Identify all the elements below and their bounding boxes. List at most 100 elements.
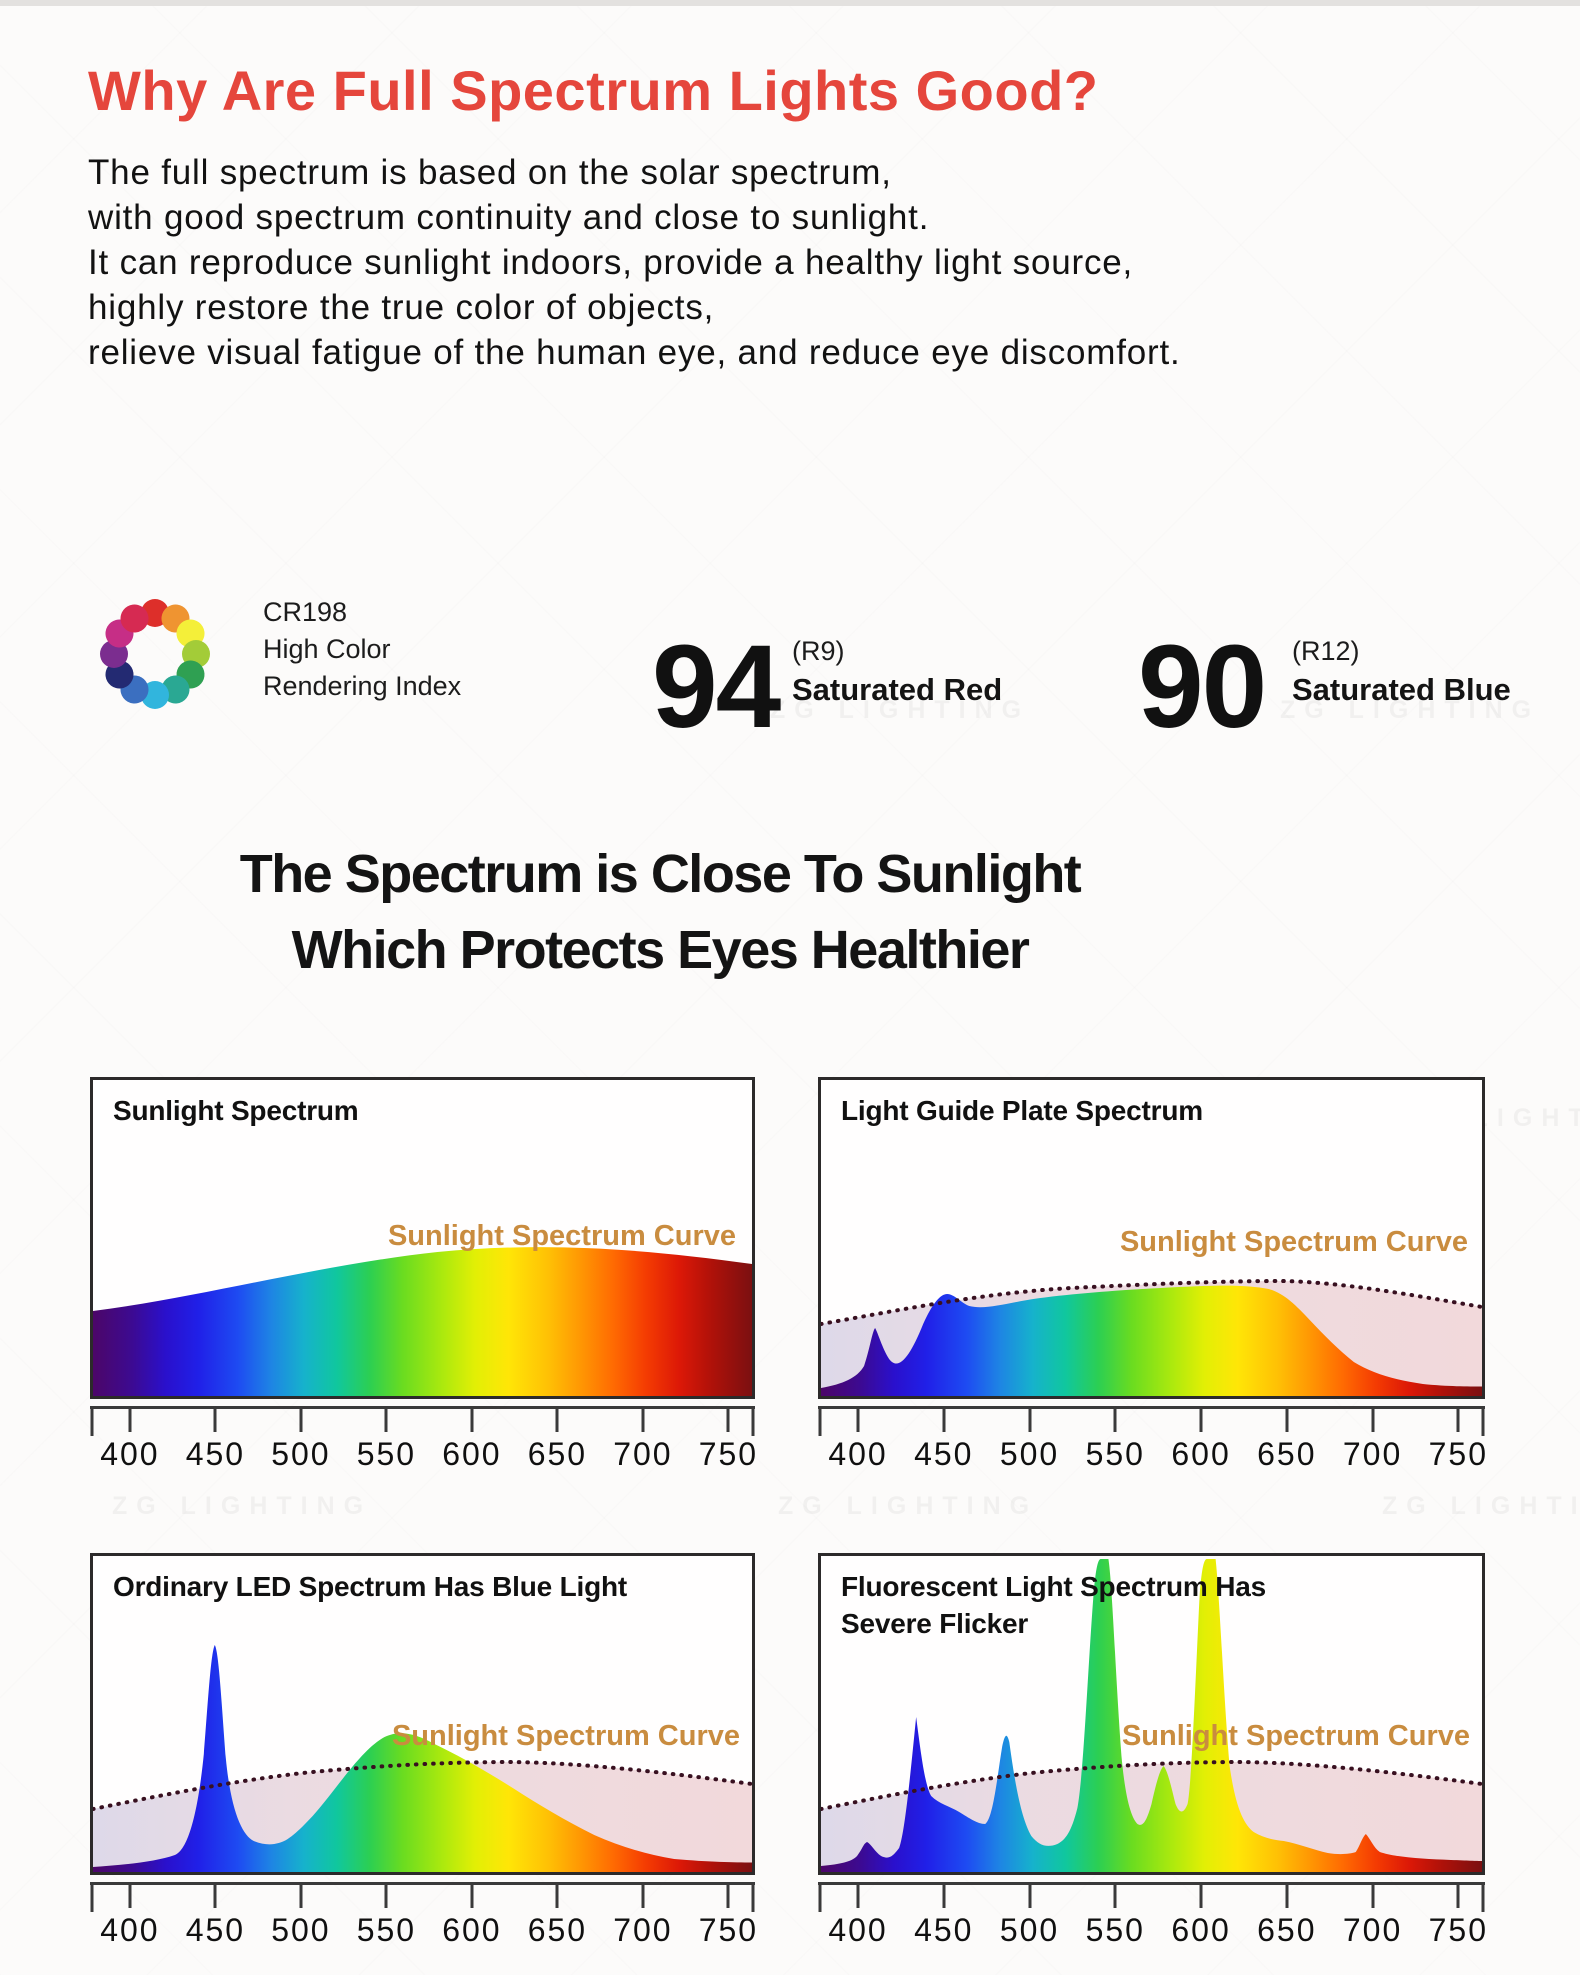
cri-caption-line: High Color bbox=[263, 634, 391, 664]
axis-tick-label: 550 bbox=[356, 1436, 417, 1472]
sunlight-spectrum-plot bbox=[93, 1247, 752, 1396]
axis-tick-label: 500 bbox=[271, 1912, 331, 1948]
chart-title: Sunlight Spectrum bbox=[113, 1095, 359, 1126]
axis-tick bbox=[470, 1409, 474, 1432]
axis-tick-label: 650 bbox=[527, 1912, 588, 1948]
ordinary-led-plot bbox=[93, 1645, 752, 1872]
axis-tick-label: 400 bbox=[100, 1912, 160, 1948]
axis-tick-label: 550 bbox=[1085, 1436, 1145, 1472]
cri-caption-line: Rendering Index bbox=[263, 671, 462, 701]
axis-tick-label: 600 bbox=[1171, 1436, 1231, 1472]
color-rendering-ring-icon bbox=[99, 598, 211, 710]
axis-tick bbox=[751, 1885, 755, 1912]
axis-tick-label: 650 bbox=[527, 1436, 588, 1472]
axis-tick bbox=[384, 1409, 388, 1432]
section-heading-line2: Which Protects Eyes Healthier bbox=[291, 920, 1030, 980]
axis-tick bbox=[818, 1885, 822, 1912]
axis-tick-label: 700 bbox=[1342, 1436, 1403, 1472]
intro-line: relieve visual fatigue of the human eye,… bbox=[88, 333, 1181, 372]
chart-title: Fluorescent Light Spectrum Has Severe Fl… bbox=[841, 1571, 1266, 1639]
axis-tick-label: 450 bbox=[914, 1436, 974, 1472]
axis-tick-label: 500 bbox=[999, 1912, 1060, 1948]
axis-tick-label: 400 bbox=[828, 1436, 888, 1472]
watermark-text: ZG LIGHTING bbox=[1280, 696, 1541, 724]
axis-tick-label: 750 bbox=[1428, 1436, 1489, 1472]
cri-code: CR198 bbox=[263, 597, 348, 627]
section-heading-line1: The Spectrum is Close To Sunlight bbox=[239, 844, 1082, 904]
axis-tick bbox=[299, 1885, 303, 1908]
axis-tick-label: 500 bbox=[271, 1436, 331, 1472]
axis-tick bbox=[856, 1409, 860, 1432]
axis-tick bbox=[555, 1409, 559, 1432]
intro-line: The full spectrum is based on the solar … bbox=[88, 153, 892, 192]
light-guide-plate-plot bbox=[821, 1278, 1482, 1396]
axis-tick bbox=[470, 1885, 474, 1908]
axis-tick-label: 650 bbox=[1257, 1436, 1317, 1472]
axis-tick bbox=[726, 1409, 730, 1432]
axis-tick-label: 500 bbox=[999, 1436, 1060, 1472]
axis-tick bbox=[1199, 1885, 1203, 1908]
axis-tick bbox=[942, 1409, 946, 1432]
chart-sunlight-spectrum: Sunlight Spectrum Sunlight Spectrum Curv… bbox=[90, 1077, 755, 1399]
curve-label: Sunlight Spectrum Curve bbox=[1119, 1226, 1468, 1258]
page-title: Why Are Full Spectrum Lights Good? bbox=[88, 59, 1099, 122]
watermark-text: ZG LIGHTING bbox=[770, 696, 1031, 724]
intro-line: highly restore the true color of objects… bbox=[88, 288, 715, 327]
axis-tick-label: 600 bbox=[1171, 1912, 1231, 1948]
r12-index: (R12) bbox=[1292, 636, 1360, 666]
axis-tick bbox=[128, 1885, 132, 1908]
axis-tick bbox=[1028, 1409, 1032, 1432]
chart-fluorescent-spectrum: Fluorescent Light Spectrum Has Severe Fl… bbox=[818, 1553, 1485, 1875]
photo-edge bbox=[0, 0, 1580, 6]
axis-tick bbox=[1285, 1885, 1289, 1908]
axis-tick bbox=[1199, 1409, 1203, 1432]
cri-caption: CR198 High Color Rendering Index bbox=[263, 594, 461, 705]
axis-tick bbox=[1456, 1409, 1460, 1432]
curve-label: Sunlight Spectrum Curve bbox=[1121, 1720, 1470, 1752]
axis-tick-label: 750 bbox=[698, 1436, 759, 1472]
axis-tick-label: 450 bbox=[914, 1912, 974, 1948]
axis-tick bbox=[1481, 1409, 1485, 1436]
axis-tick bbox=[641, 1885, 645, 1908]
axis-tick bbox=[299, 1409, 303, 1432]
axis-tick bbox=[1481, 1885, 1485, 1912]
axis-tick-label: 700 bbox=[613, 1436, 673, 1472]
axis-tick-label: 750 bbox=[698, 1912, 759, 1948]
axis-tick bbox=[1456, 1885, 1460, 1908]
r9-label: Saturated Red bbox=[792, 672, 1003, 707]
watermark-text: ZG LIGHTING bbox=[1382, 1492, 1580, 1520]
axis-tick bbox=[1028, 1885, 1032, 1908]
axis-tick bbox=[1113, 1409, 1117, 1432]
axis-tick bbox=[213, 1409, 217, 1432]
axis-tick-label: 700 bbox=[613, 1912, 673, 1948]
r9-index: (R9) bbox=[792, 636, 845, 666]
x-axis-wavelength: 400 450 500 550 600 650 700 750 bbox=[90, 1882, 759, 1952]
axis-tick-label: 700 bbox=[1342, 1912, 1403, 1948]
watermark-text: ZG LIGHTING bbox=[778, 1492, 1039, 1520]
r12-value: 90 bbox=[1138, 621, 1267, 753]
curve-label: Sunlight Spectrum Curve bbox=[387, 1220, 736, 1252]
axis-tick-label: 650 bbox=[1257, 1912, 1317, 1948]
axis-tick bbox=[1371, 1409, 1375, 1432]
x-axis-wavelength: 400 450 500 550 600 650 700 750 bbox=[818, 1406, 1489, 1476]
axis-tick bbox=[1371, 1885, 1375, 1908]
fluorescent-plot bbox=[821, 1559, 1482, 1872]
axis-tick bbox=[213, 1885, 217, 1908]
curve-label: Sunlight Spectrum Curve bbox=[391, 1720, 740, 1752]
axis-tick bbox=[384, 1885, 388, 1908]
axis-tick-label: 600 bbox=[442, 1436, 502, 1472]
chart-title: Light Guide Plate Spectrum bbox=[841, 1095, 1203, 1126]
intro-line: It can reproduce sunlight indoors, provi… bbox=[88, 243, 1134, 282]
axis-tick-label: 550 bbox=[356, 1912, 417, 1948]
x-axis-wavelength: 400 450 500 550 600 650 700 750 bbox=[818, 1882, 1486, 1952]
axis-tick-label: 450 bbox=[185, 1912, 246, 1948]
chart-ordinary-led-spectrum: Ordinary LED Spectrum Has Blue Light Sun… bbox=[90, 1553, 755, 1875]
axis-tick-label: 400 bbox=[828, 1912, 888, 1948]
chart-title: Ordinary LED Spectrum Has Blue Light bbox=[113, 1571, 627, 1602]
axis-tick bbox=[726, 1885, 730, 1908]
chart-light-guide-plate-spectrum: Light Guide Plate Spectrum Sunlight Spec… bbox=[818, 1077, 1485, 1399]
axis-tick bbox=[128, 1409, 132, 1432]
section-heading: The Spectrum is Close To Sunlight Which … bbox=[0, 836, 1320, 988]
axis-tick bbox=[818, 1409, 822, 1436]
axis-tick bbox=[90, 1885, 94, 1912]
